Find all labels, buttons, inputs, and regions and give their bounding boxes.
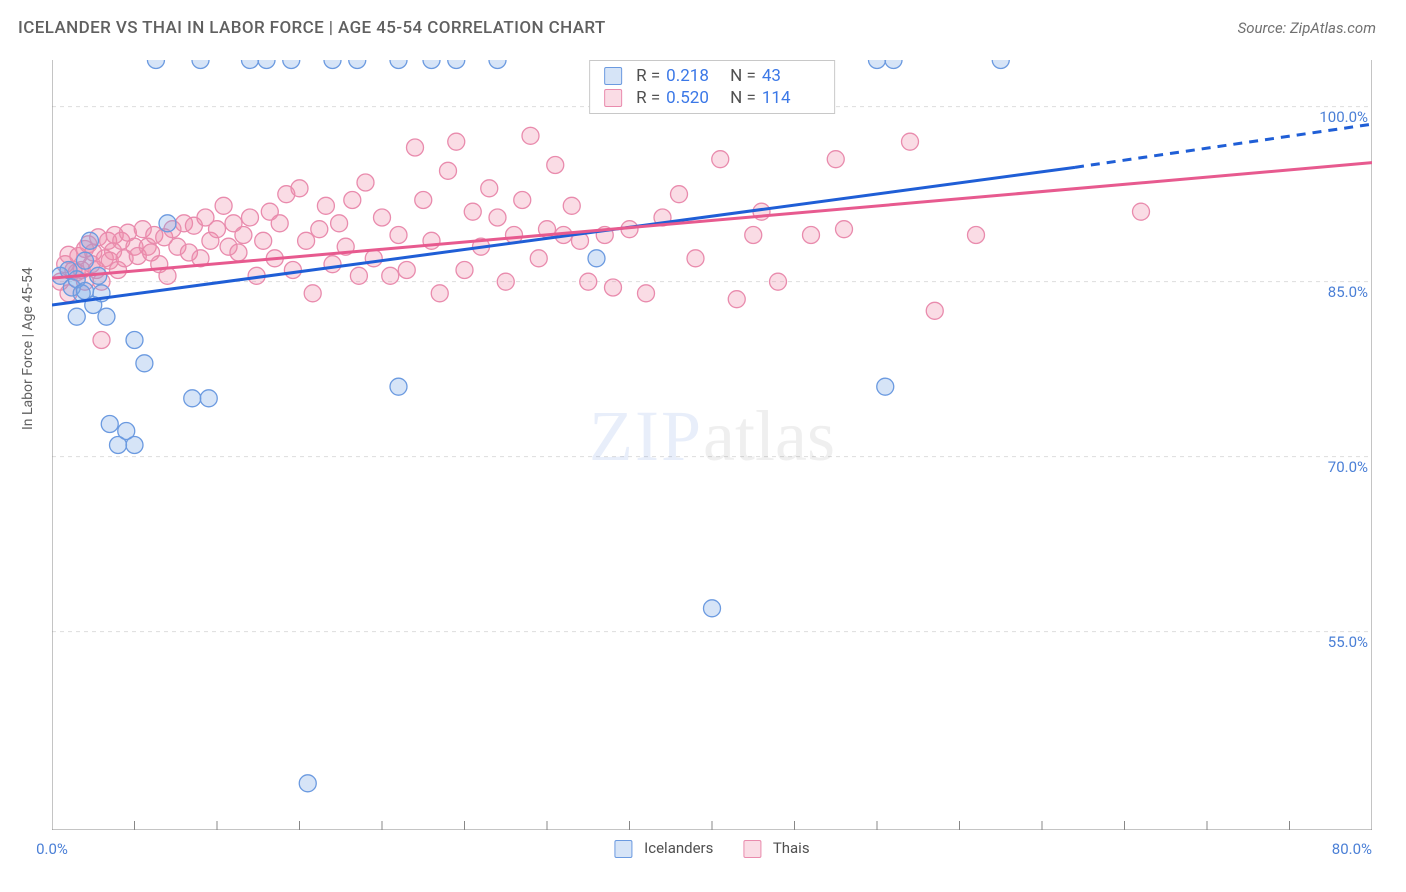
y-tick-label: 70.0% <box>1328 458 1368 476</box>
info-row-thais: R = 0.520 N = 114 <box>604 87 820 109</box>
r-value-icelanders: 0.218 <box>666 66 724 86</box>
legend-label-thais: Thais <box>773 839 810 857</box>
chart-title: ICELANDER VS THAI IN LABOR FORCE | AGE 4… <box>18 18 606 38</box>
r-label: R = <box>636 66 660 86</box>
legend-item-icelanders: Icelanders <box>614 839 713 858</box>
n-value-icelanders: 43 <box>762 66 820 86</box>
legend-item-thais: Thais <box>743 839 809 858</box>
x-tick-min: 0.0% <box>36 840 68 858</box>
legend-swatch-thais <box>743 840 761 858</box>
r-label: R = <box>636 88 660 108</box>
correlation-info-box: R = 0.218 N = 43 R = 0.520 N = 114 <box>589 60 835 114</box>
source-attribution: Source: ZipAtlas.com <box>1238 19 1376 37</box>
legend-swatch-thais <box>604 89 622 107</box>
x-tick-max: 80.0% <box>1332 840 1372 858</box>
bottom-legend: Icelanders Thais <box>614 839 809 858</box>
legend-swatch-icelanders <box>604 67 622 85</box>
y-axis-label: In Labor Force | Age 45-54 <box>20 267 36 430</box>
n-value-thais: 114 <box>762 88 820 108</box>
chart-plot-area: ZIPatlas R = 0.218 N = 43 R = 0.520 N = … <box>52 60 1372 830</box>
legend-swatch-icelanders <box>614 840 632 858</box>
y-tick-label: 100.0% <box>1319 108 1368 126</box>
y-tick-label: 85.0% <box>1328 283 1368 301</box>
r-value-thais: 0.520 <box>666 88 724 108</box>
y-tick-label: 55.0% <box>1328 633 1368 651</box>
scatter-chart-svg <box>52 60 1372 830</box>
n-label: N = <box>730 66 756 86</box>
legend-label-icelanders: Icelanders <box>644 839 713 857</box>
n-label: N = <box>730 88 756 108</box>
info-row-icelanders: R = 0.218 N = 43 <box>604 65 820 87</box>
